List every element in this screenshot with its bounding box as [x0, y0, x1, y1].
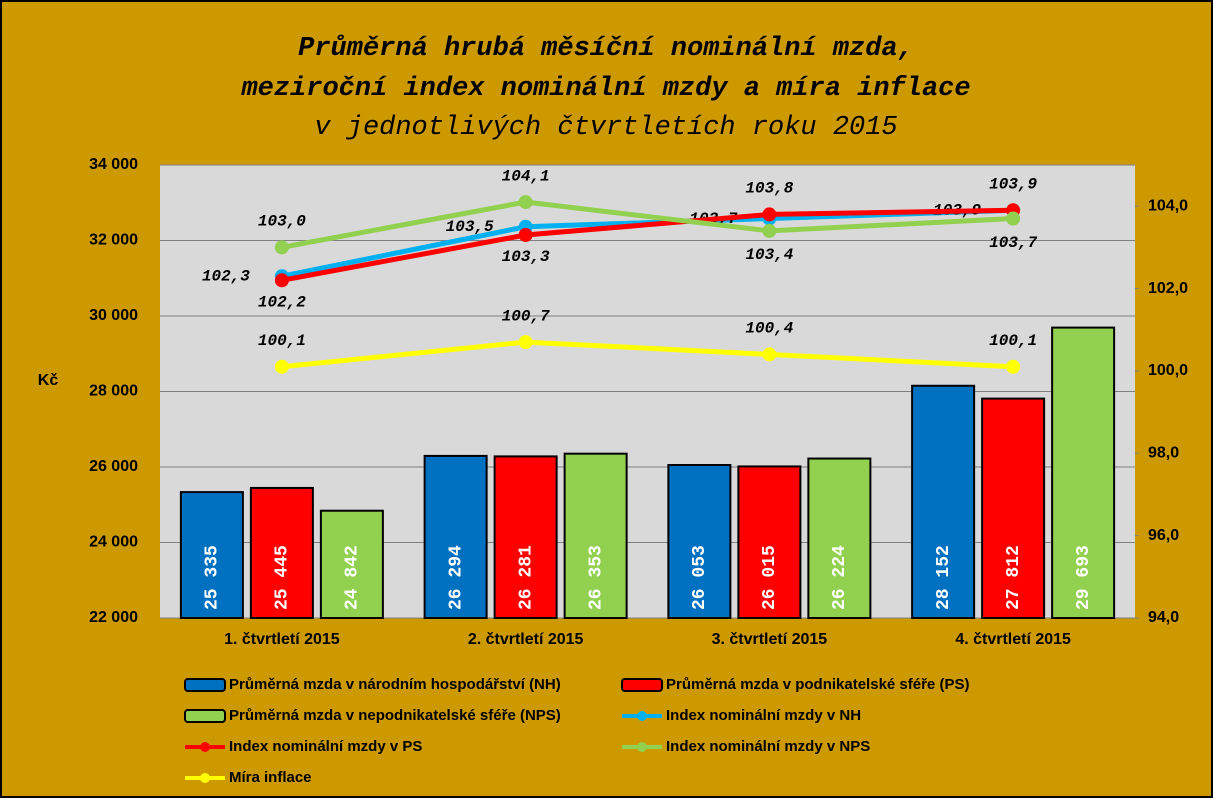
data-label: 103,9: [989, 176, 1037, 194]
data-label: 103,0: [258, 213, 306, 231]
data-label: 104,1: [502, 167, 550, 185]
bar: [911, 384, 976, 619]
chart-title: meziroční index nominální mzdy a míra in…: [240, 74, 970, 104]
bar: [981, 397, 1046, 619]
data-label: 103,7: [989, 234, 1037, 252]
line-marker: [518, 335, 533, 350]
bar-value-label: 25 335: [203, 545, 223, 610]
legend-label: Průměrná mzda v národním hospodářství (N…: [229, 676, 561, 693]
bar: [737, 465, 802, 619]
bar: [667, 463, 732, 619]
bar: [319, 509, 384, 620]
bar-value-label: 26 353: [586, 545, 606, 610]
data-label: 100,4: [745, 320, 793, 338]
legend-label: Index nominální mzdy v NH: [666, 707, 861, 724]
legend-swatch: [184, 709, 226, 723]
line-marker: [518, 228, 533, 243]
line: [281, 339, 1014, 370]
y-axis-label: Kč: [38, 372, 59, 389]
data-label: 100,7: [502, 307, 550, 325]
y-tick-label: 22 000: [89, 609, 138, 626]
line: [281, 207, 1014, 283]
legend-swatch: [200, 773, 210, 783]
bar-value-label: 26 015: [760, 545, 780, 610]
legend-label: Index nominální mzdy v PS: [229, 738, 422, 755]
y2-tick-label: 102,0: [1148, 280, 1188, 297]
bar-value-label: 24 842: [343, 545, 363, 610]
line-marker: [274, 273, 289, 288]
data-label: 103,4: [745, 246, 793, 264]
x-tick-label: 2. čtvrtletí 2015: [468, 631, 584, 648]
line: [281, 199, 1014, 250]
legend-swatch: [184, 678, 226, 692]
data-label: 100,1: [989, 332, 1037, 350]
line-marker: [762, 223, 777, 238]
line-marker: [274, 240, 289, 255]
y-tick-label: 32 000: [89, 232, 138, 249]
data-label: 103,3: [502, 248, 550, 266]
bar: [807, 457, 872, 619]
y2-tick-label: 100,0: [1148, 362, 1188, 379]
y-tick-label: 26 000: [89, 458, 138, 475]
bar: [249, 486, 314, 620]
x-tick-label: 3. čtvrtletí 2015: [712, 631, 828, 648]
line-marker: [1006, 211, 1021, 226]
legend-swatch: [637, 742, 647, 752]
bar-value-label: 25 445: [273, 545, 293, 610]
bar-value-label: 27 812: [1004, 545, 1024, 610]
y2-tick-label: 96,0: [1148, 527, 1179, 544]
legend-label: Průměrná mzda v podnikatelské sféře (PS): [666, 676, 969, 693]
y-tick-label: 34 000: [89, 156, 138, 173]
bar: [493, 455, 558, 619]
bar-value-label: 26 294: [446, 545, 466, 610]
y2-tick-label: 94,0: [1148, 609, 1179, 626]
legend-label: Index nominální mzdy v NPS: [666, 738, 870, 755]
x-tick-label: 4. čtvrtletí 2015: [955, 631, 1071, 648]
data-label: 100,1: [258, 332, 306, 350]
y2-tick-label: 98,0: [1148, 444, 1179, 461]
bar-value-label: 28 152: [934, 545, 954, 610]
legend-swatch: [621, 678, 663, 692]
y-tick-label: 24 000: [89, 534, 138, 551]
bar: [179, 491, 244, 620]
bar: [423, 454, 488, 619]
data-label: 103,8: [745, 180, 793, 198]
y-tick-label: 30 000: [89, 307, 138, 324]
line-marker: [762, 347, 777, 362]
bar-value-label: 29 693: [1074, 545, 1094, 610]
data-label: 103,5: [446, 218, 494, 236]
legend-swatch: [200, 742, 210, 752]
line-marker: [518, 195, 533, 210]
bar-value-label: 26 053: [690, 545, 710, 610]
line-marker: [762, 207, 777, 222]
legend-swatch: [637, 711, 647, 721]
bar: [563, 452, 628, 619]
data-label: 102,2: [258, 294, 306, 312]
data-label: 102,3: [202, 267, 250, 285]
chart-title: v jednotlivých čtvrtletích roku 2015: [314, 113, 897, 143]
y-tick-label: 28 000: [89, 383, 138, 400]
chart-title: Průměrná hrubá měsíční nominální mzda,: [298, 34, 914, 64]
y2-tick-label: 104,0: [1148, 197, 1188, 214]
bar-value-label: 26 281: [516, 545, 536, 610]
legend-label: Průměrná mzda v nepodnikatelské sféře (N…: [229, 707, 561, 724]
legend-label: Míra inflace: [229, 769, 312, 786]
bar: [1051, 326, 1116, 619]
x-tick-label: 1. čtvrtletí 2015: [224, 631, 340, 648]
bar-value-label: 26 224: [830, 545, 850, 610]
line-marker: [1006, 359, 1021, 374]
line-marker: [274, 359, 289, 374]
